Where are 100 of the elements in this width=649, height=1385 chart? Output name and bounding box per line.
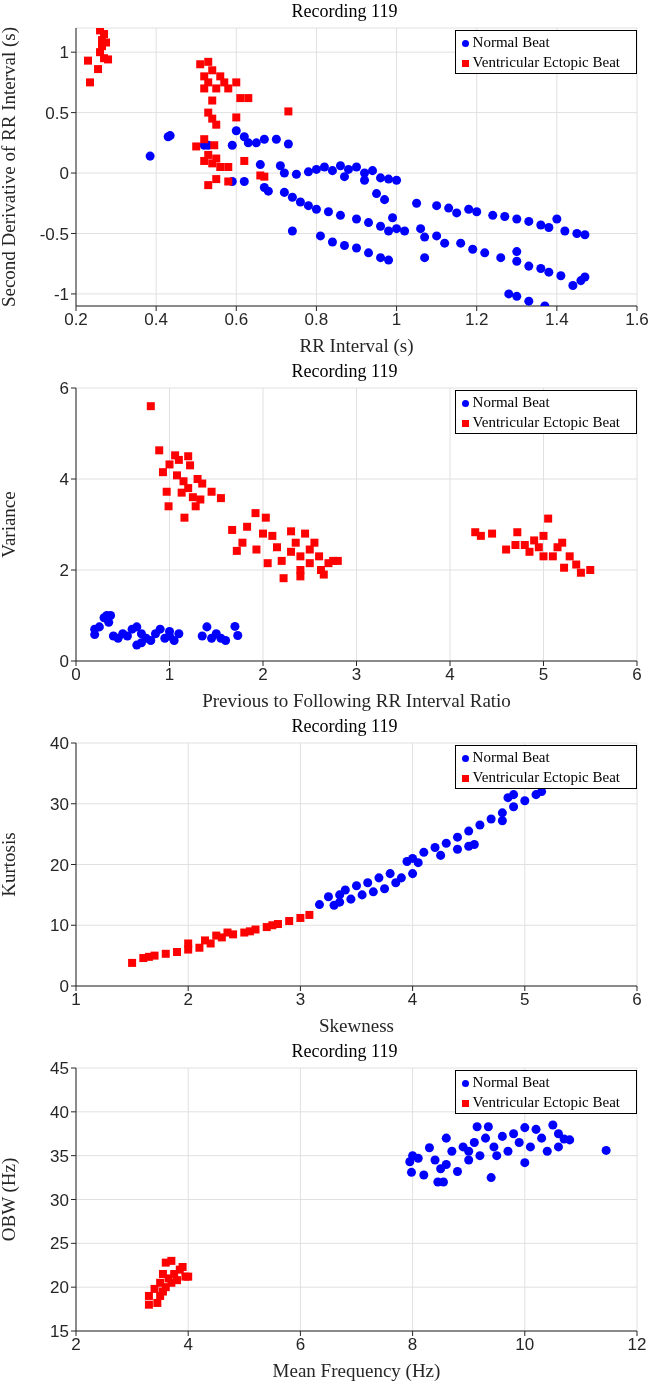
y-tick-label: 1 (59, 43, 69, 63)
legend-label: Ventricular Ectopic Beat (472, 769, 620, 785)
y-tick-label: 30 (50, 1190, 69, 1210)
y-tick-label: 0.5 (45, 103, 69, 123)
point (284, 107, 293, 116)
y-tick-label: -1 (53, 284, 69, 304)
point (601, 1145, 611, 1155)
point (509, 802, 519, 812)
point (132, 640, 142, 650)
point (492, 1151, 502, 1161)
point (436, 1164, 446, 1174)
point (464, 841, 474, 851)
point (537, 1133, 547, 1143)
x-tick-label: 1.2 (464, 310, 489, 330)
point (161, 949, 170, 958)
point (351, 881, 362, 891)
point (340, 885, 350, 895)
point (216, 163, 225, 171)
point (525, 1142, 535, 1152)
point (212, 154, 221, 163)
x-tick-label: 6 (295, 1335, 306, 1355)
point (132, 622, 142, 632)
point (155, 624, 165, 634)
point (210, 141, 219, 150)
point (346, 894, 356, 904)
x-tick-label: 5 (538, 665, 549, 685)
point (391, 878, 401, 888)
point (208, 114, 217, 123)
point (90, 630, 100, 640)
point (232, 78, 241, 87)
point (195, 943, 204, 952)
point (565, 1135, 575, 1145)
point (380, 884, 390, 894)
x-tick-label: 0.6 (224, 310, 249, 330)
x-tick-label: 3 (351, 665, 362, 685)
x-tick-label: 4 (407, 990, 418, 1010)
point (94, 622, 104, 632)
point (385, 869, 395, 879)
point (483, 1122, 493, 1132)
y-tick-label: 6 (59, 379, 69, 399)
x-tick-label: 6 (632, 990, 642, 1010)
y-tick-label: 10 (50, 916, 69, 936)
legend-label: Normal Beat (472, 34, 550, 50)
point (305, 910, 314, 919)
point (240, 156, 249, 165)
legend-label: Normal Beat (472, 749, 550, 765)
point (144, 952, 153, 961)
point (208, 66, 217, 75)
point (531, 1124, 541, 1134)
point (245, 927, 254, 936)
point (296, 913, 305, 922)
point (413, 858, 423, 868)
point (514, 1138, 524, 1148)
point (335, 890, 345, 900)
x-tick-label: 1.6 (625, 310, 649, 330)
point (424, 1143, 434, 1153)
x-tick-label: 2 (183, 990, 193, 1010)
point (503, 1146, 513, 1156)
point (553, 1129, 563, 1139)
y-axis-title: Second Derivative of RR Interval (s) (0, 26, 20, 308)
point (542, 1146, 552, 1156)
x-tick-label: 2 (258, 665, 268, 685)
x-tick-label: 0.8 (304, 310, 329, 330)
point (368, 887, 378, 897)
point (452, 1166, 462, 1176)
chart-title: Recording 119 (291, 361, 398, 381)
point (464, 1155, 474, 1165)
point (233, 631, 243, 641)
x-tick-label: 1.4 (545, 310, 569, 330)
point (224, 84, 233, 93)
point (174, 629, 184, 639)
point (472, 1122, 482, 1132)
point (184, 939, 193, 948)
point (452, 832, 462, 842)
y-axis-title: OBW (Hz) (0, 1157, 20, 1242)
point (374, 873, 384, 883)
point (144, 1300, 153, 1309)
chart-title: Recording 119 (291, 716, 398, 736)
point (497, 816, 507, 826)
y-tick-label: 30 (50, 794, 69, 814)
x-tick-label: 3 (295, 990, 306, 1010)
point (212, 175, 221, 184)
point (232, 113, 241, 122)
point (553, 1142, 563, 1152)
point (335, 897, 345, 907)
y-tick-label: -0.5 (39, 224, 69, 244)
x-tick-label: 5 (520, 990, 530, 1010)
point (153, 1298, 162, 1307)
point (172, 947, 181, 956)
point (441, 1159, 451, 1169)
point (223, 928, 232, 937)
point (260, 172, 269, 181)
point (197, 631, 207, 641)
point (419, 847, 429, 857)
point (202, 622, 212, 632)
point (204, 181, 213, 190)
x-tick-label: 12 (627, 1335, 647, 1355)
legend-label: Ventricular Ectopic Beat (472, 1094, 620, 1110)
y-tick-label: 15 (50, 1322, 69, 1342)
point (408, 869, 418, 879)
